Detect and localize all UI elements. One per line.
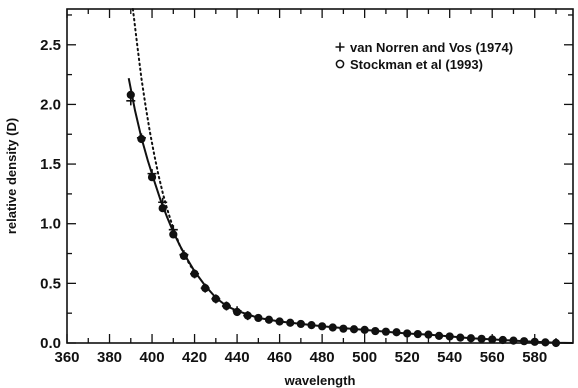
x-tick-label: 520	[395, 349, 420, 366]
legend-marker-circle	[335, 59, 345, 69]
data-point-circle	[296, 319, 305, 329]
x-tick-label: 560	[480, 349, 505, 366]
legend-circle-symbol	[335, 59, 345, 69]
legend-label-van-norren: van Norren and Vos (1974)	[350, 40, 513, 55]
data-point-circle	[211, 294, 220, 303]
data-point-circle	[509, 336, 518, 345]
data-point-circle	[286, 318, 295, 327]
data-point-circle	[360, 325, 369, 334]
data-point-circle	[222, 301, 231, 311]
data-point-circle	[551, 338, 561, 348]
data-point-circle	[264, 315, 274, 324]
y-tick-label: 1.0	[40, 216, 61, 233]
data-point-circle	[477, 334, 486, 343]
data-point-circle	[466, 334, 476, 343]
data-point-circle	[456, 333, 465, 342]
data-point-circle	[190, 269, 199, 278]
y-tick-label: 2.5	[40, 37, 61, 54]
x-tick-label: 440	[225, 349, 250, 366]
data-point-circle	[254, 313, 263, 323]
data-point-circle	[488, 335, 497, 344]
x-tick-label: 420	[182, 349, 207, 366]
x-tick-labels: 360 380 400 420 440 460 480 500 520 540 560 580	[54, 349, 547, 366]
legend: van Norren and Vos (1974) Stockman et al…	[335, 40, 513, 72]
data-point-circle	[520, 337, 529, 346]
data-point-circle	[339, 324, 348, 333]
data-point-circle	[201, 284, 210, 293]
x-tick-label: 460	[267, 349, 292, 366]
x-tick-label: 400	[140, 349, 165, 366]
x-tick-label: 380	[97, 349, 122, 366]
data-point-circle	[424, 330, 433, 339]
data-point-circle	[243, 311, 252, 320]
data-point-circle	[498, 335, 507, 345]
legend-marker-plus	[335, 42, 345, 52]
y-axis-label: relative density (D)	[4, 118, 19, 234]
data-point-circle	[381, 327, 391, 336]
data-point-circle	[126, 90, 135, 99]
data-point-circle	[147, 173, 157, 182]
axis-ticks	[66, 9, 573, 344]
data-point-circle	[403, 329, 412, 338]
series-markers	[126, 90, 561, 348]
y-tick-label: 1.5	[40, 156, 61, 173]
solid-fit-curve	[127, 78, 574, 344]
data-point-circle	[179, 251, 189, 261]
legend-plus-symbol	[335, 42, 345, 52]
data-point-circle	[413, 329, 422, 339]
data-point-circle	[137, 134, 146, 144]
data-point-circle	[232, 307, 242, 317]
plot-frame	[66, 8, 574, 344]
data-point-circle	[445, 332, 454, 341]
data-point-circle	[349, 325, 359, 334]
y-tick-labels: 0.0 0.5 1.0 1.5 2.0 2.5	[40, 37, 61, 352]
x-tick-label: 360	[54, 349, 79, 366]
data-point-circle	[318, 322, 327, 331]
x-tick-label: 500	[352, 349, 377, 366]
x-tick-label: 540	[437, 349, 462, 366]
data-point-circle	[275, 317, 284, 326]
data-point-circle	[530, 337, 539, 346]
y-tick-label: 0.0	[40, 335, 61, 352]
data-point-circle	[434, 331, 444, 340]
data-point-circle	[158, 204, 167, 213]
x-tick-label: 480	[310, 349, 335, 366]
legend-label-stockman: Stockman et al (1993)	[350, 57, 483, 72]
dotted-fit-curve	[131, 8, 196, 274]
x-axis-label: wavelength	[284, 373, 356, 388]
data-point-circle	[392, 328, 401, 337]
data-point-circle	[541, 338, 550, 347]
data-point-circle	[169, 230, 178, 239]
data-point-circle	[371, 326, 380, 336]
y-tick-label: 0.5	[40, 275, 61, 292]
data-point-circle	[307, 321, 316, 330]
x-tick-label: 580	[522, 349, 547, 366]
data-point-circle	[328, 323, 337, 332]
y-tick-label: 2.0	[40, 96, 61, 113]
